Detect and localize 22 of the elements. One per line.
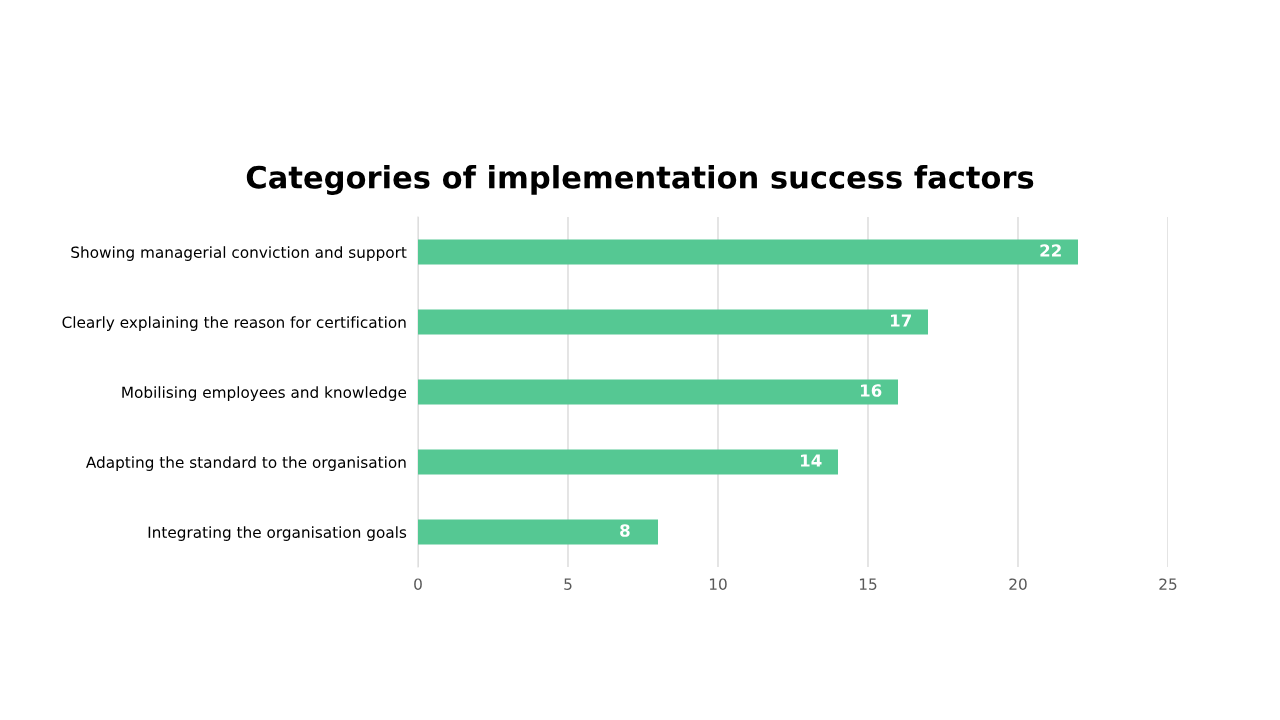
x-tick-label: 5 bbox=[564, 578, 572, 590]
y-tick-label: Clearly explaining the reason for certification bbox=[62, 316, 406, 331]
y-tick-label: Mobilising employees and knowledge bbox=[122, 386, 407, 401]
bar bbox=[418, 309, 928, 335]
chart-title: Categories of implementation success factors bbox=[246, 165, 1034, 195]
bar bbox=[418, 239, 1078, 265]
y-tick-label: Adapting the standard to the organisation bbox=[85, 456, 406, 471]
data-label: 16 bbox=[860, 384, 882, 397]
bar bbox=[418, 519, 658, 545]
bar bbox=[418, 449, 838, 475]
x-tick-label: 20 bbox=[1009, 578, 1027, 590]
x-tick-label: 15 bbox=[859, 578, 877, 590]
data-label: 14 bbox=[800, 454, 822, 467]
data-label: 22 bbox=[1040, 244, 1061, 257]
y-tick-label: Showing managerial conviction and support bbox=[71, 246, 407, 261]
x-tick-label: 10 bbox=[709, 578, 727, 590]
bar bbox=[418, 379, 898, 405]
data-label: 17 bbox=[890, 314, 911, 327]
y-tick-label: Integrating the organisation goals bbox=[148, 526, 407, 541]
data-label: 8 bbox=[620, 524, 630, 537]
x-tick-label: 25 bbox=[1159, 578, 1177, 590]
x-tick-label: 0 bbox=[414, 578, 422, 590]
